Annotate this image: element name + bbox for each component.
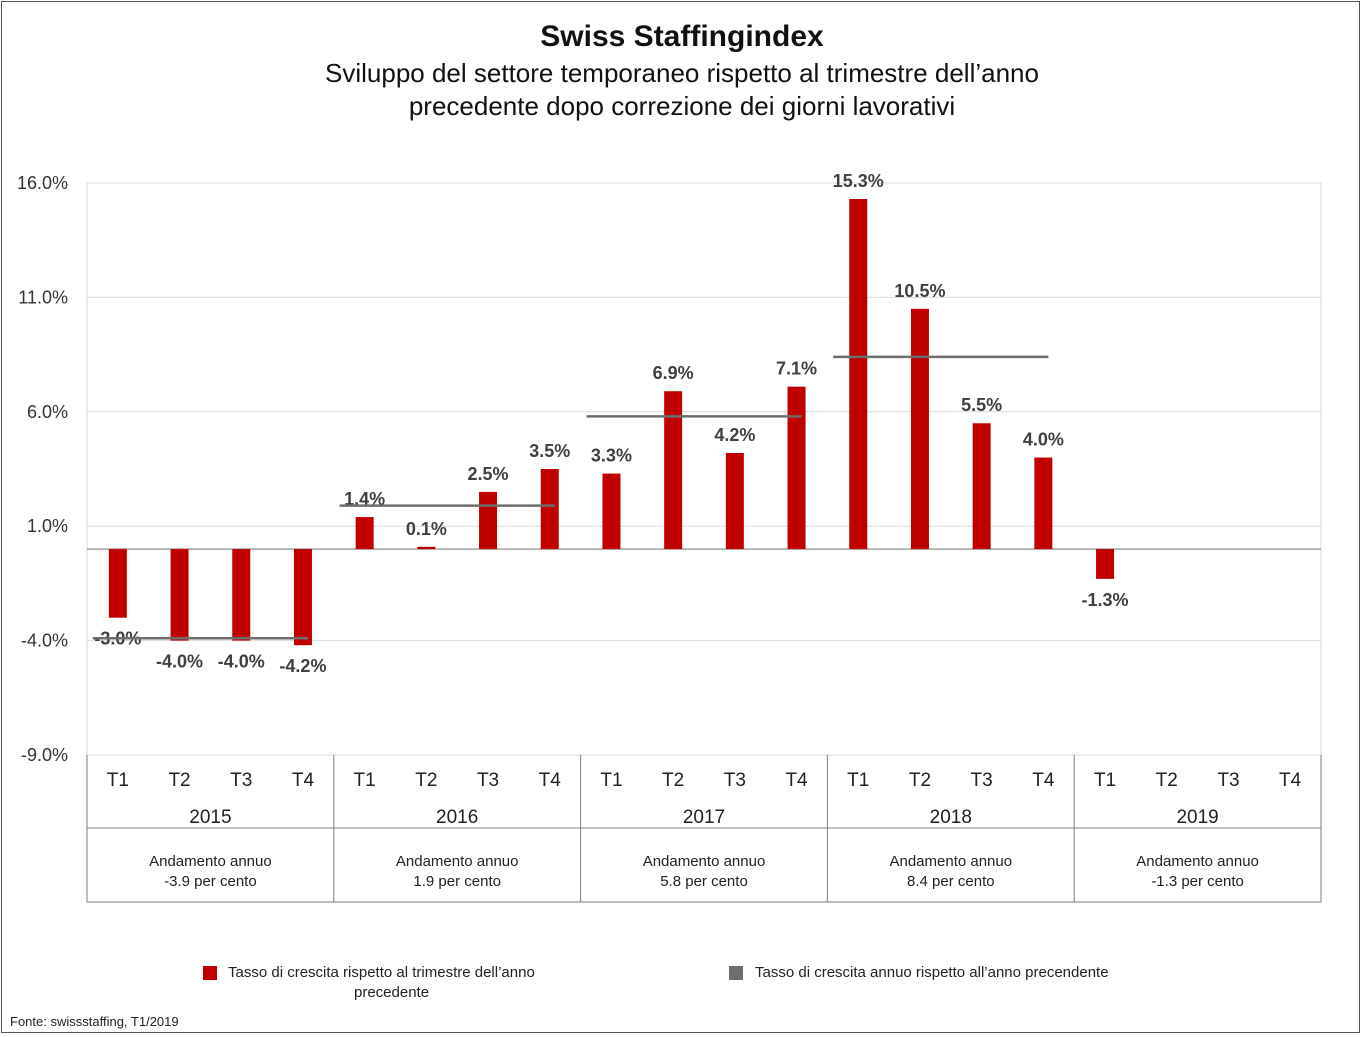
data-label: 3.3% [591, 446, 632, 466]
data-label: 10.5% [894, 281, 945, 301]
data-label: -4.0% [218, 652, 265, 672]
bar-chart: 16.0%11.0%6.0%1.0%-4.0%-9.0%-3.0%-4.0% -4… [17, 171, 1322, 903]
data-label: -4.0% [156, 652, 203, 672]
quarter-tick-label: T3 [1217, 770, 1239, 791]
annual-trend-label: Andamento annuo [396, 853, 519, 870]
annual-trend-value: 5.8 per cento [660, 873, 748, 890]
data-label: 3.5% [529, 441, 570, 461]
data-label: 2.5% [468, 464, 509, 484]
data-label: -4.2% [279, 656, 326, 676]
quarter-tick-label: T4 [785, 770, 808, 791]
annual-trend-value: 8.4 per cento [907, 873, 995, 890]
bar [910, 308, 929, 550]
y-tick-label: 6.0% [27, 402, 68, 422]
quarter-tick-label: T4 [292, 770, 315, 791]
annual-trend-value: -1.3 per cento [1151, 873, 1244, 890]
bar [787, 386, 806, 550]
legend-bar-swatch [203, 966, 217, 980]
data-label: 1.4% [344, 489, 385, 509]
year-tick-label: 2017 [683, 807, 725, 828]
quarter-tick-label: T1 [1094, 770, 1116, 791]
quarter-tick-label: T4 [1032, 770, 1055, 791]
quarter-tick-label: T1 [107, 770, 129, 791]
bar [479, 491, 498, 550]
annual-trend-label: Andamento annuo [643, 853, 766, 870]
chart-subtitle-line-1: Sviluppo del settore temporaneo rispetto… [325, 58, 1039, 88]
quarter-tick-label: T1 [354, 770, 376, 791]
annual-trend-label: Andamento annuo [889, 853, 1012, 870]
chart-subtitle-line-2: precedente dopo correzione dei giorni la… [408, 91, 956, 121]
y-tick-label: -9.0% [21, 745, 68, 765]
bar [355, 517, 374, 550]
quarter-tick-label: T3 [477, 770, 499, 791]
bar [293, 549, 312, 646]
bar [170, 549, 189, 641]
quarter-tick-label: T1 [847, 770, 869, 791]
bar [602, 473, 621, 550]
quarter-tick-label: T2 [1156, 770, 1178, 791]
year-tick-label: 2019 [1176, 807, 1218, 828]
quarter-tick-label: T3 [230, 770, 252, 791]
y-tick-label: 11.0% [18, 287, 68, 307]
data-label: 15.3% [833, 171, 884, 191]
data-label: -1.3% [1082, 590, 1129, 610]
quarter-tick-label: T2 [168, 770, 190, 791]
legend-line-swatch [729, 966, 743, 980]
legend-bar-label-line-1: Tasso di crescita rispetto al trimestre … [228, 964, 535, 981]
quarter-tick-label: T3 [724, 770, 746, 791]
legend-line-label: Tasso di crescita annuo rispetto all’ann… [755, 964, 1109, 981]
bar [108, 549, 127, 618]
quarter-tick-label: T2 [909, 770, 931, 791]
bar [664, 391, 683, 550]
plot-area-border [86, 182, 1322, 756]
data-label: 5.5% [961, 395, 1002, 415]
quarter-tick-label: T2 [662, 770, 684, 791]
chart-title: Swiss Staffingindex [540, 20, 824, 53]
data-label: 4.0% [1023, 430, 1064, 450]
data-label: 6.9% [653, 363, 694, 383]
bar [725, 452, 744, 550]
y-tick-label: -4.0% [21, 631, 68, 651]
data-label: 0.1% [406, 519, 447, 539]
annual-trend-label: Andamento annuo [1136, 853, 1259, 870]
quarter-tick-label: T2 [415, 770, 437, 791]
legend-bar-label-line-2: precedente [354, 984, 430, 1001]
annual-trend-label: Andamento annuo [149, 853, 272, 870]
bar [849, 199, 868, 550]
annual-trend-value: 1.9 per cento [413, 873, 501, 890]
data-label: 4.2% [714, 425, 755, 445]
bar [1034, 457, 1053, 550]
year-tick-label: 2016 [436, 807, 478, 828]
data-label: 7.1% [776, 359, 817, 379]
bar [972, 423, 991, 550]
quarter-tick-label: T4 [539, 770, 562, 791]
quarter-tick-label: T3 [971, 770, 993, 791]
bar [232, 549, 251, 641]
y-tick-label: 1.0% [27, 516, 68, 536]
bar [540, 469, 559, 550]
bar [1096, 549, 1115, 579]
y-tick-label: 16.0% [17, 173, 68, 193]
annual-trend-value: -3.9 per cento [164, 873, 257, 890]
quarter-tick-label: T1 [600, 770, 622, 791]
source-note: Fonte: swissstaffing, T1/2019 [10, 1014, 179, 1029]
bar [417, 546, 436, 550]
year-tick-label: 2015 [189, 807, 231, 828]
quarter-tick-label: T4 [1279, 770, 1302, 791]
year-tick-label: 2018 [930, 807, 972, 828]
